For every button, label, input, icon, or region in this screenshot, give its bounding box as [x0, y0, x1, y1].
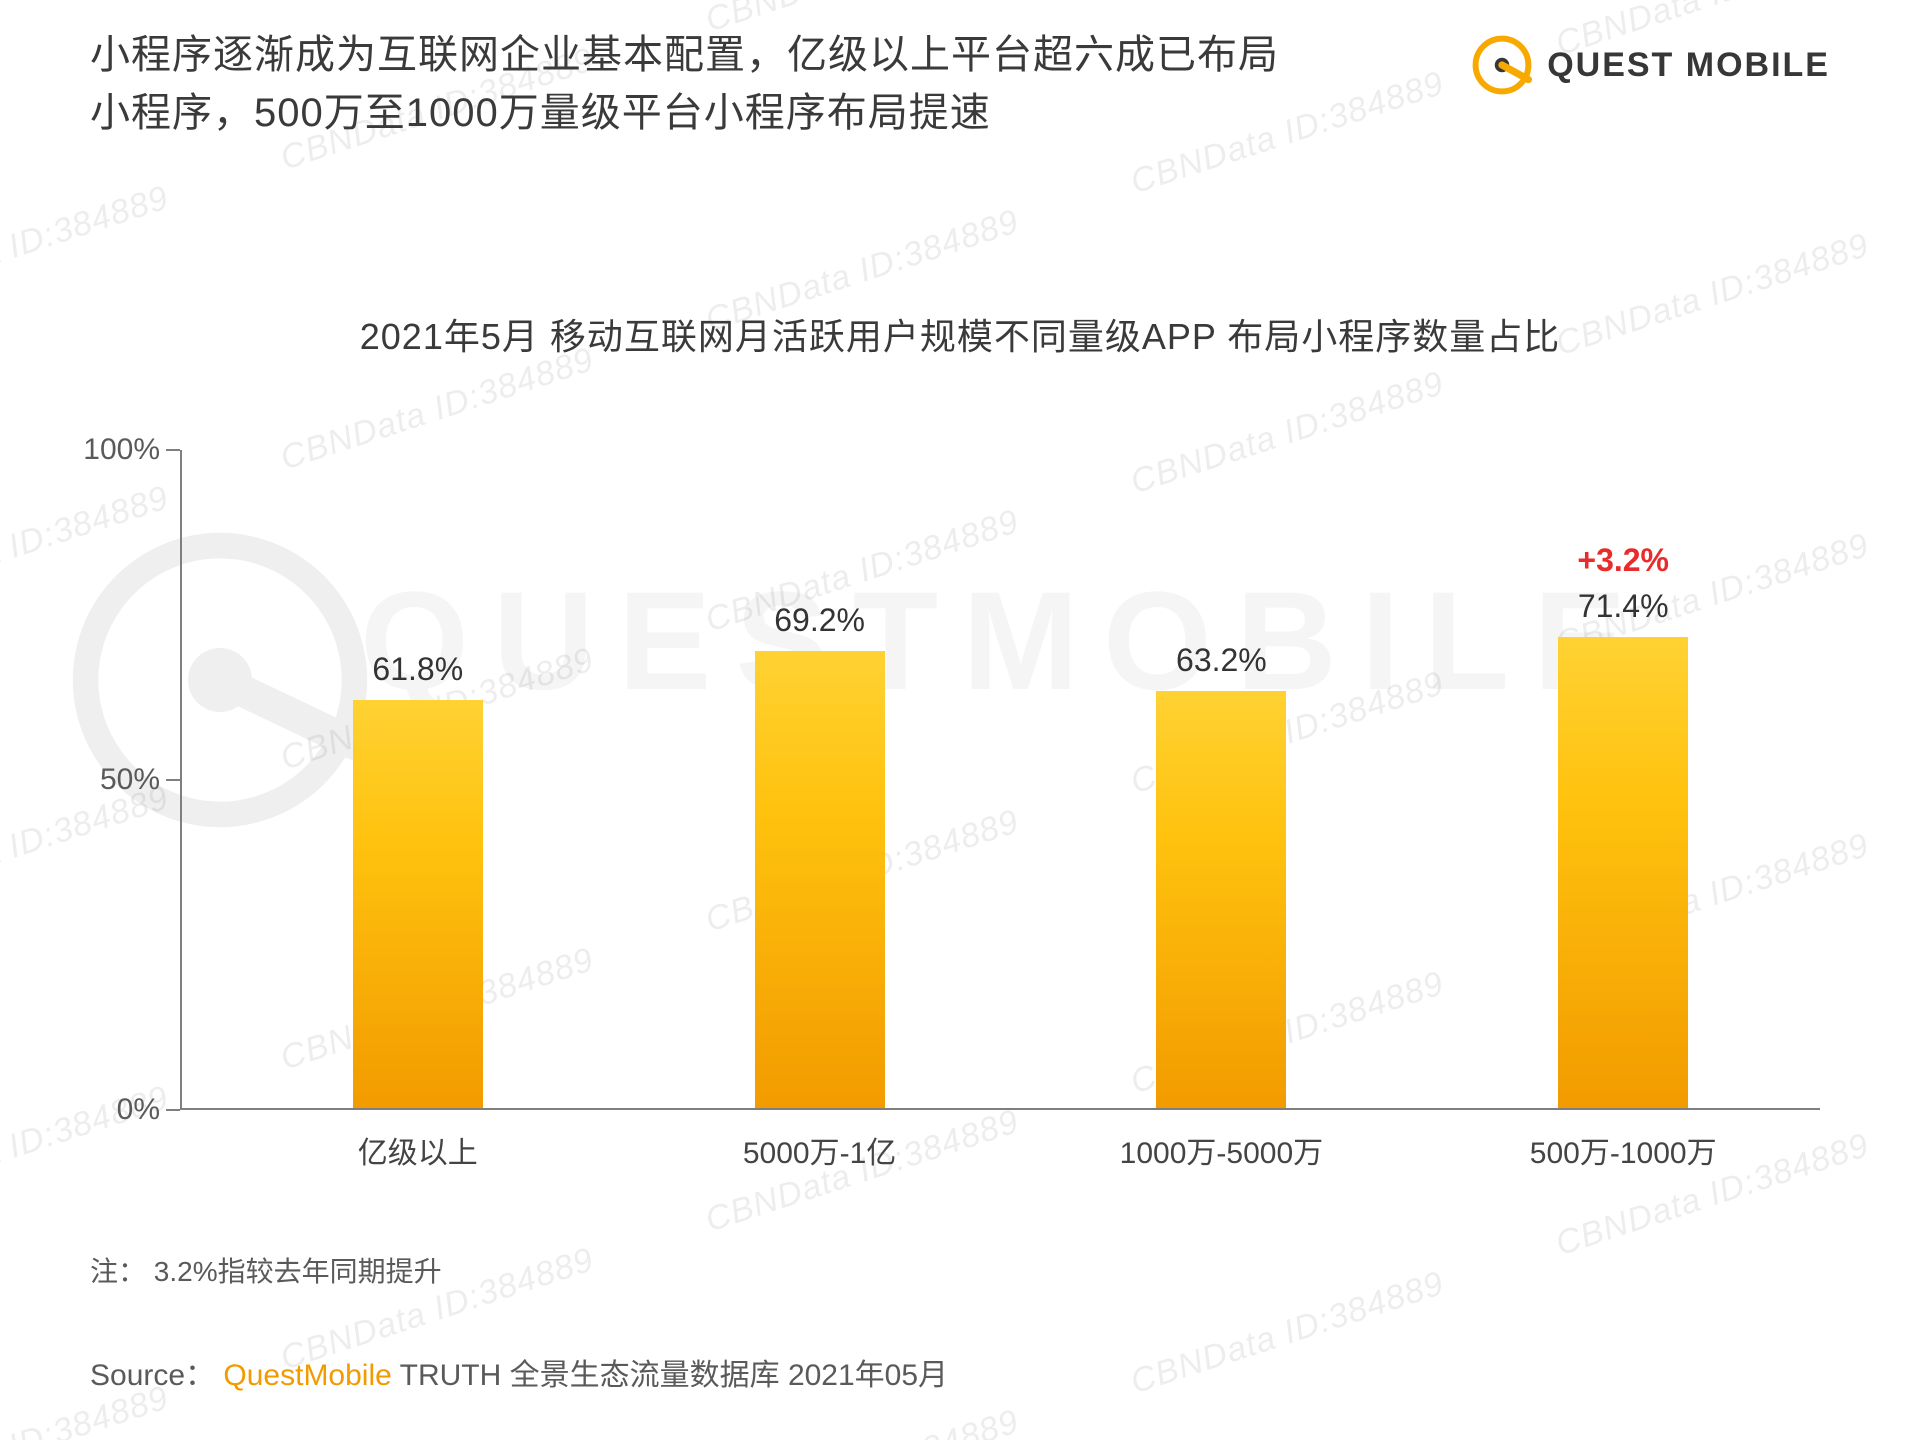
brand-logo-text: QUEST MOBILE: [1547, 46, 1830, 85]
bar-value-label: 61.8%: [268, 651, 568, 688]
bar-value-label: 69.2%: [670, 602, 970, 639]
chart-note: 注： 3.2%指较去年同期提升: [90, 1250, 442, 1290]
bar-chart: 0%50%100%61.8%亿级以上69.2%5000万-1亿63.2%1000…: [130, 430, 1830, 1150]
y-tick: [166, 779, 180, 781]
bar: [1558, 637, 1688, 1108]
bar-slot: 71.4%+3.2%500万-1000万: [1558, 448, 1688, 1108]
bar-slot: 63.2%1000万-5000万: [1156, 448, 1286, 1108]
brand-logo: QUEST MOBILE: [1469, 32, 1830, 98]
y-tick-label: 0%: [60, 1093, 160, 1127]
bar-slot: 69.2%5000万-1亿: [755, 448, 885, 1108]
source-rest: TRUTH 全景生态流量数据库 2021年05月: [400, 1359, 948, 1392]
bar-slot: 61.8%亿级以上: [353, 448, 483, 1108]
header: 小程序逐渐成为互联网企业基本配置，亿级以上平台超六成已布局小程序，500万至10…: [90, 26, 1830, 142]
category-label: 500万-1000万: [1443, 1128, 1803, 1172]
source-brand: QuestMobile: [223, 1359, 391, 1392]
questmobile-icon: [1469, 32, 1535, 98]
source-line: Source： QuestMobile TRUTH 全景生态流量数据库 2021…: [90, 1350, 948, 1394]
source-prefix: Source：: [90, 1359, 215, 1392]
bar: [755, 651, 885, 1108]
bar-value-label: 71.4%: [1473, 588, 1773, 625]
y-tick-label: 50%: [60, 763, 160, 797]
bar: [353, 700, 483, 1108]
y-axis: [180, 450, 182, 1108]
y-tick-label: 100%: [60, 433, 160, 467]
category-label: 1000万-5000万: [1041, 1128, 1401, 1172]
note-text: 3.2%指较去年同期提升: [154, 1256, 442, 1287]
page-headline: 小程序逐渐成为互联网企业基本配置，亿级以上平台超六成已布局小程序，500万至10…: [90, 26, 1290, 142]
y-tick: [166, 1109, 180, 1111]
y-tick: [166, 449, 180, 451]
chart-title: 2021年5月 移动互联网月活跃用户规模不同量级APP 布局小程序数量占比: [0, 308, 1920, 360]
bar-value-label: 63.2%: [1071, 642, 1371, 679]
category-label: 5000万-1亿: [640, 1128, 1000, 1172]
plot-area: 0%50%100%61.8%亿级以上69.2%5000万-1亿63.2%1000…: [180, 450, 1820, 1110]
bar-annotation: +3.2%: [1473, 542, 1773, 579]
category-label: 亿级以上: [238, 1128, 598, 1172]
bar: [1156, 691, 1286, 1108]
note-prefix: 注：: [90, 1256, 146, 1287]
